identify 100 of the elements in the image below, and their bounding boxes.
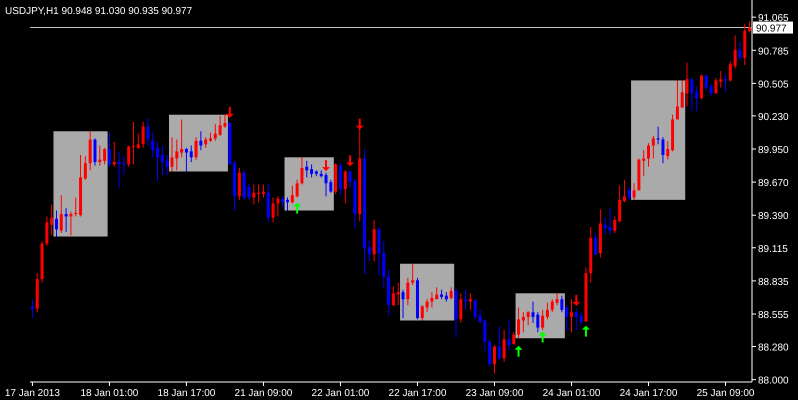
candlestick bbox=[112, 141, 116, 168]
x-tick-label: 24 Jan 01:00 bbox=[542, 388, 601, 399]
candlestick bbox=[459, 292, 462, 324]
candlestick bbox=[136, 133, 140, 150]
candlestick bbox=[440, 289, 444, 300]
x-tick-label: 25 Jan 09:00 bbox=[696, 388, 755, 399]
candlestick bbox=[464, 289, 468, 310]
x-tick-label: 24 Jan 17:00 bbox=[620, 388, 678, 399]
candlestick bbox=[204, 136, 208, 148]
candlestick bbox=[474, 298, 477, 320]
candlestick bbox=[329, 179, 332, 194]
candlestick bbox=[338, 162, 342, 196]
candlestick bbox=[69, 211, 72, 236]
candlestick bbox=[724, 74, 728, 93]
candlestick bbox=[632, 182, 636, 200]
x-tick-label: 22 Jan 17:00 bbox=[388, 388, 447, 399]
candlestick bbox=[151, 132, 154, 158]
candlestick bbox=[507, 318, 510, 351]
candlestick bbox=[344, 170, 347, 204]
y-tick-label: 88.280 bbox=[758, 342, 790, 354]
candlestick bbox=[546, 302, 549, 320]
point bbox=[226, 106, 234, 118]
candlestick bbox=[686, 62, 689, 107]
candlestick bbox=[738, 40, 742, 61]
y-tick-label: 89.670 bbox=[758, 178, 790, 190]
x-tick-label: 17 Jan 2013 bbox=[4, 388, 60, 399]
candlestick bbox=[556, 292, 559, 306]
candlestick bbox=[382, 240, 386, 288]
candlestick bbox=[108, 132, 111, 168]
point bbox=[514, 346, 523, 357]
candlestick bbox=[488, 338, 492, 368]
candlestick bbox=[368, 240, 371, 262]
x-tick-label: 22 Jan 01:00 bbox=[312, 388, 370, 399]
candlestick bbox=[478, 309, 482, 324]
text: USDJPY,H1 90.948 91.030 90.935 90.977 bbox=[5, 6, 193, 17]
point bbox=[572, 294, 580, 306]
candlestick bbox=[498, 326, 501, 360]
y-tick-label: 90.230 bbox=[758, 112, 790, 123]
candlestick bbox=[541, 309, 544, 330]
y-tick-label: 88.835 bbox=[758, 276, 790, 288]
candlestick bbox=[402, 289, 405, 319]
candlestick bbox=[170, 136, 174, 172]
candlestick bbox=[281, 196, 284, 208]
y-tick-label: 89.390 bbox=[758, 211, 790, 222]
candlestick bbox=[661, 136, 664, 164]
y-tick-label: 90.785 bbox=[758, 46, 790, 58]
y-tick-label: 88.555 bbox=[758, 310, 790, 321]
y-tick-label: 90.505 bbox=[758, 79, 790, 90]
candlestick bbox=[522, 312, 525, 333]
candlestick bbox=[604, 217, 607, 235]
candlestick bbox=[199, 130, 202, 151]
y-tick-label: 89.115 bbox=[758, 244, 788, 255]
candlestick bbox=[628, 186, 631, 200]
y-tick-label: 91.065 bbox=[758, 13, 790, 24]
candlestick bbox=[238, 167, 241, 200]
candlestick bbox=[194, 136, 198, 160]
candlestick bbox=[248, 182, 251, 200]
candlestick bbox=[272, 197, 275, 223]
candlestick bbox=[647, 142, 650, 168]
candlestick bbox=[622, 179, 626, 203]
point bbox=[293, 202, 302, 214]
candlestick bbox=[118, 150, 121, 189]
candlestick bbox=[93, 138, 96, 166]
candlestick bbox=[300, 156, 304, 185]
candlestick bbox=[444, 292, 448, 302]
x-tick-label: 23 Jan 09:00 bbox=[466, 388, 524, 399]
candlestick bbox=[536, 312, 540, 333]
point bbox=[582, 326, 590, 337]
candlestick bbox=[54, 210, 58, 238]
candlestick bbox=[142, 121, 145, 148]
candlestick bbox=[483, 318, 486, 352]
candlestick bbox=[324, 172, 328, 197]
candlestick bbox=[122, 156, 126, 176]
candlestick bbox=[492, 344, 496, 374]
candlestick bbox=[156, 141, 160, 182]
point bbox=[346, 155, 354, 166]
candlestick bbox=[700, 74, 703, 100]
candlestick bbox=[348, 170, 352, 189]
candlestick bbox=[377, 226, 380, 276]
y-tick-label: 89.950 bbox=[758, 145, 790, 156]
candlestick bbox=[60, 194, 63, 234]
candlestick bbox=[88, 130, 92, 171]
candlestick bbox=[64, 208, 68, 232]
candlestick bbox=[531, 301, 534, 324]
candlestick bbox=[608, 208, 612, 235]
candlestick bbox=[526, 310, 530, 326]
x-tick-label: 21 Jan 09:00 bbox=[234, 388, 293, 399]
candlestick bbox=[127, 144, 130, 168]
ref-line-label: 90.977 bbox=[756, 24, 788, 35]
candlestick bbox=[406, 277, 410, 306]
y-tick-label: 88.000 bbox=[758, 376, 790, 387]
x-tick-label: 18 Jan 01:00 bbox=[80, 388, 139, 399]
candlestick bbox=[262, 184, 265, 198]
candlestick bbox=[652, 136, 655, 159]
candlestick bbox=[146, 118, 150, 146]
candlestick bbox=[594, 232, 598, 256]
candlestick bbox=[276, 196, 280, 217]
point bbox=[322, 160, 330, 172]
candlestick bbox=[502, 329, 506, 362]
candlestick bbox=[550, 298, 554, 313]
